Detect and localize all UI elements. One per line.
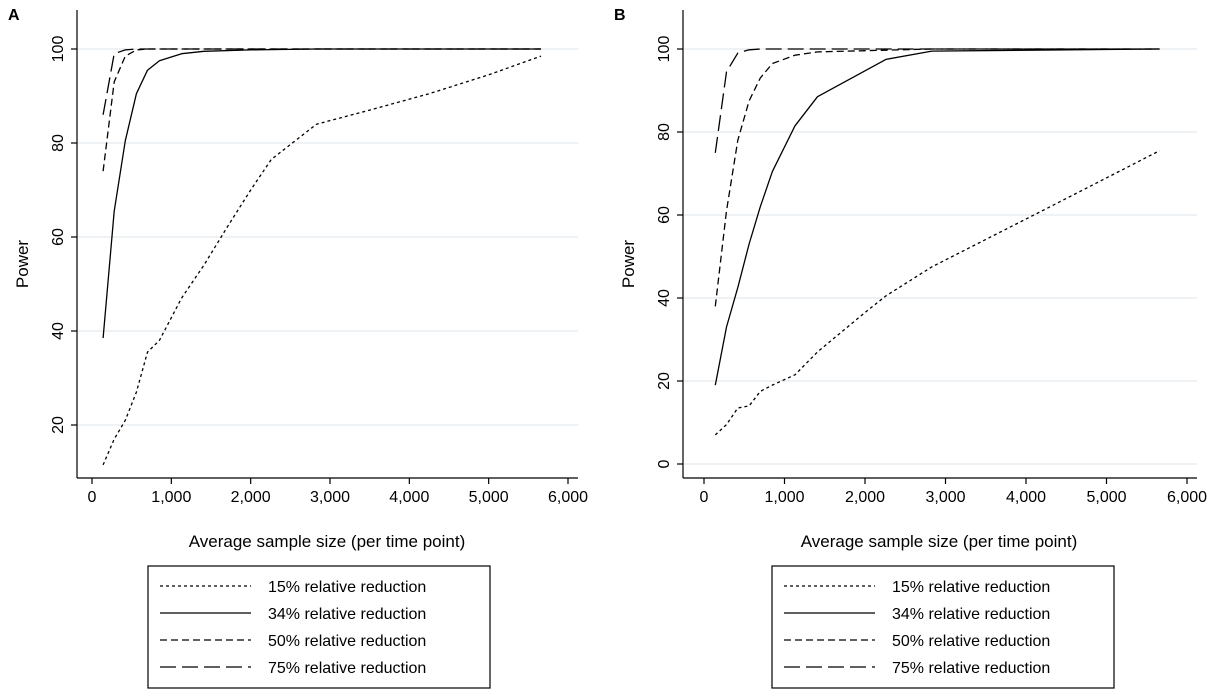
y-tick-label: 40 [656, 289, 673, 307]
y-axis-title: Power [13, 240, 32, 289]
series-line-1 [714, 150, 1160, 436]
y-tick-label: 20 [50, 416, 67, 434]
y-tick-label: 40 [50, 322, 67, 340]
series-lines [102, 48, 542, 466]
x-tick-label: 4,000 [1006, 489, 1046, 506]
y-tick-label: 100 [656, 36, 673, 63]
legend-label-2: 34% relative reduction [268, 606, 426, 623]
x-tick-label: 6,000 [548, 489, 588, 506]
legend: 15% relative reduction 34% relative reduc… [147, 565, 491, 689]
x-tick-label: 6,000 [1167, 489, 1207, 506]
y-tick-label: 20 [656, 372, 673, 390]
legend-box [147, 565, 491, 689]
x-tick-label: 5,000 [469, 489, 509, 506]
y-tick-label: 80 [50, 134, 67, 152]
panel-b: B 0 20 40 60 80 100 0 1,000 2,000 3,000 4,000 5,000… [606, 0, 1212, 692]
panel-a: A 20 40 60 80 100 0 1,000 2,000 3,000 4,000 5,000 6… [8, 7, 588, 689]
gridlines [683, 48, 1197, 465]
legend-label-3: 50% relative reduction [892, 633, 1050, 650]
x-tick-label: 3,000 [310, 489, 350, 506]
axes: 20 40 60 80 100 0 1,000 2,000 3,000 4,000 5,000 6,0… [50, 10, 588, 506]
legend: 15% relative reduction 34% relative reduc… [771, 565, 1115, 689]
y-tick-label: 80 [656, 123, 673, 141]
series-lines [714, 48, 1160, 436]
x-tick-label: 0 [700, 489, 709, 506]
x-tick-label: 2,000 [845, 489, 885, 506]
chart-b-svg: B 0 20 40 60 80 100 0 1,000 2,000 3,000 4,000 5,000… [614, 7, 1207, 689]
legend-label-4: 75% relative reduction [892, 660, 1050, 677]
y-axis-title: Power [619, 240, 638, 289]
panel-letter: A [8, 7, 20, 24]
panel-letter: B [614, 7, 626, 24]
x-tick-label: 3,000 [925, 489, 965, 506]
x-tick-label: 5,000 [1086, 489, 1126, 506]
series-line-3 [102, 48, 541, 172]
x-tick-label: 1,000 [151, 489, 191, 506]
legend-label-2: 34% relative reduction [892, 606, 1050, 623]
x-tick-label: 4,000 [389, 489, 429, 506]
y-tick-label: 60 [656, 206, 673, 224]
x-axis-title: Average sample size (per time point) [189, 532, 466, 551]
y-tick-label: 0 [656, 459, 673, 468]
chart-a-svg: A 20 40 60 80 100 0 1,000 2,000 3,000 4,000 5,000 6… [8, 7, 588, 689]
y-tick-label: 100 [50, 36, 67, 63]
series-line-2 [714, 48, 1160, 386]
y-tick-label: 60 [50, 228, 67, 246]
legend-label-1: 15% relative reduction [268, 579, 426, 596]
series-line-4 [102, 48, 541, 115]
x-tick-label: 0 [88, 489, 97, 506]
legend-label-4: 75% relative reduction [268, 660, 426, 677]
series-line-4 [714, 48, 1160, 153]
gridlines [77, 48, 578, 426]
x-tick-label: 1,000 [764, 489, 804, 506]
series-line-3 [714, 48, 1160, 307]
x-tick-label: 2,000 [231, 489, 271, 506]
series-line-1 [102, 55, 542, 466]
legend-label-1: 15% relative reduction [892, 579, 1050, 596]
series-line-2 [102, 48, 541, 339]
axes: 0 20 40 60 80 100 0 1,000 2,000 3,000 4,000 5,000 6,… [656, 10, 1207, 506]
legend-label-3: 50% relative reduction [268, 633, 426, 650]
x-axis-title: Average sample size (per time point) [801, 532, 1078, 551]
